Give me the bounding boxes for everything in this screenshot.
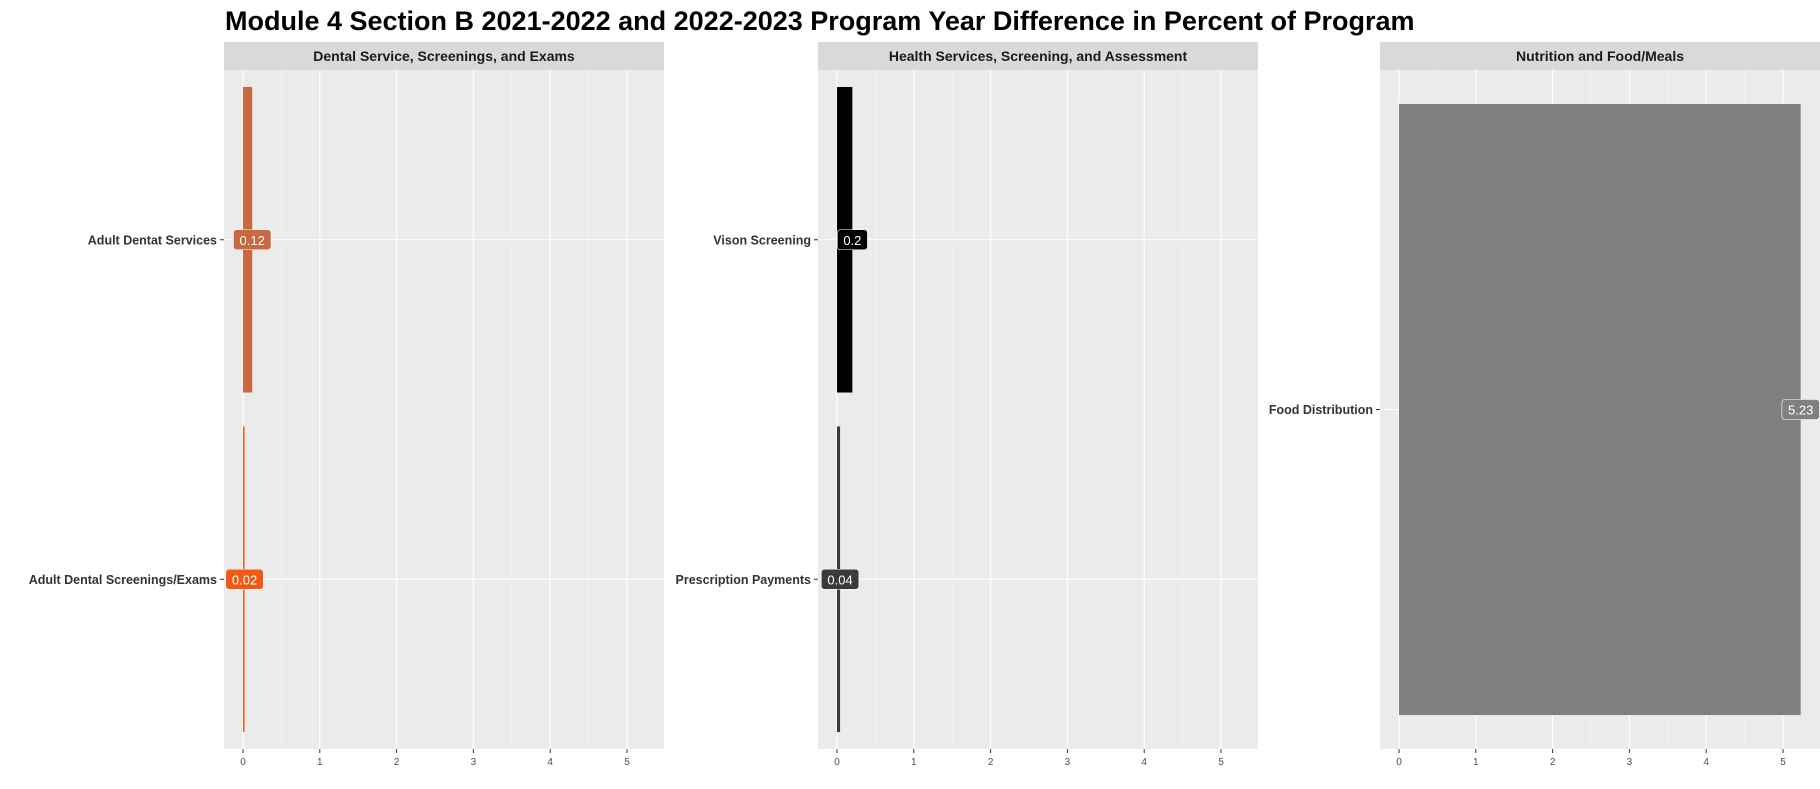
panel-background — [818, 70, 1258, 749]
category-label: Vison Screening — [713, 233, 811, 247]
x-tick-label: 1 — [1473, 757, 1479, 768]
data-label-box — [233, 229, 272, 251]
data-label: 0.2 — [843, 233, 861, 248]
data-label-box — [820, 568, 860, 590]
x-tick-label: 2 — [1550, 757, 1556, 768]
x-tick-label: 3 — [471, 757, 477, 768]
x-tick-label: 4 — [547, 757, 553, 768]
x-tick-label: 3 — [1627, 757, 1633, 768]
data-label: 0.02 — [232, 572, 257, 587]
data-label: 0.04 — [827, 572, 852, 587]
facet-panel: Dental Service, Screenings, and Exams 0 1 2… — [29, 42, 664, 768]
data-label: 5.23 — [1788, 403, 1813, 418]
category-label: Prescription Payments — [676, 573, 812, 587]
x-tick-label: 0 — [1396, 757, 1402, 768]
chart-panels: Dental Service, Screenings, and Exams 0 1 2… — [29, 42, 1820, 768]
x-tick-label: 2 — [394, 757, 400, 768]
x-tick-label: 4 — [1141, 757, 1147, 768]
facet-strip-label: Health Services, Screening, and Assessme… — [889, 48, 1188, 64]
x-tick-label: 5 — [1218, 757, 1224, 768]
panel-background — [224, 70, 664, 749]
x-tick-label: 5 — [624, 757, 630, 768]
data-label: 0.12 — [240, 233, 265, 248]
category-label: Adult Dentat Services — [88, 233, 217, 247]
bar — [1399, 103, 1801, 716]
facet-panel: Health Services, Screening, and Assessme… — [676, 42, 1258, 768]
x-tick-label: 1 — [911, 757, 917, 768]
x-tick-label: 5 — [1780, 757, 1786, 768]
x-tick-label: 0 — [834, 757, 840, 768]
facet-strip — [818, 42, 1258, 70]
category-label: Food Distribution — [1269, 403, 1373, 417]
x-tick-label: 1 — [317, 757, 323, 768]
x-tick-label: 0 — [240, 757, 246, 768]
facet-strip-label: Dental Service, Screenings, and Exams — [313, 48, 575, 64]
x-tick-label: 2 — [988, 757, 994, 768]
category-label: Adult Dental Screenings/Exams — [29, 573, 217, 587]
x-tick-label: 3 — [1065, 757, 1071, 768]
facet-strip — [224, 42, 664, 70]
facet-strip — [1380, 42, 1820, 70]
chart-title: Module 4 Section B 2021-2022 and 2022-20… — [225, 6, 1415, 36]
data-label-box — [836, 229, 868, 251]
x-tick-label: 4 — [1703, 757, 1709, 768]
data-label-box — [1781, 399, 1820, 420]
facet-panel: Nutrition and Food/Meals 0 1 2 3 4 5 Food Distr… — [1269, 42, 1820, 768]
facet-strip-label: Nutrition and Food/Meals — [1516, 48, 1684, 64]
data-label-box — [225, 568, 264, 590]
